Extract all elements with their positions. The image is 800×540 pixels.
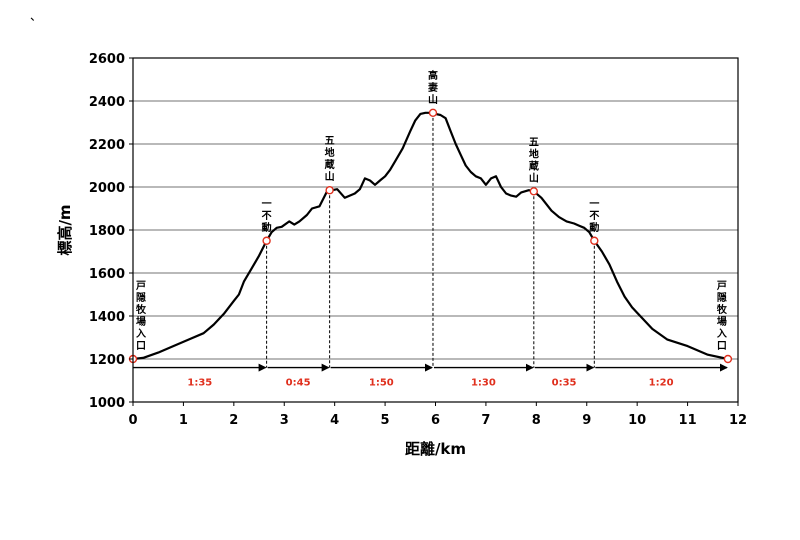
y-tick-label: 1600	[89, 267, 125, 282]
y-axis-title: 標高/m	[56, 204, 74, 255]
x-tick-label: 11	[679, 413, 697, 428]
waypoint-marker	[262, 236, 271, 245]
x-tick-label: 9	[582, 413, 591, 428]
segment-time-label: 1:35	[187, 378, 212, 389]
y-tick-label: 1200	[89, 353, 125, 368]
segment-time-label: 1:30	[471, 378, 496, 389]
x-tick-label: 7	[481, 413, 490, 428]
x-tick-label: 0	[128, 413, 137, 428]
x-tick-label: 8	[532, 413, 541, 428]
waypoint-marker	[723, 354, 733, 364]
waypoint-label: 五地蔵山	[325, 135, 335, 183]
segment-time-label: 0:35	[552, 378, 577, 389]
y-tick-label: 2200	[89, 138, 125, 153]
waypoint-label: 高妻山	[428, 69, 438, 106]
y-tick-label: 1000	[89, 396, 125, 411]
x-tick-label: 12	[729, 413, 747, 428]
x-tick-label: 4	[330, 413, 339, 428]
segment-time-arrows: 1:35 0:45 1:50 1:30 0:35 1:20	[133, 363, 728, 389]
x-tick-label: 2	[229, 413, 238, 428]
segment-time-label: 1:50	[369, 378, 394, 389]
waypoint-label: 一不動	[262, 199, 272, 234]
waypoint-marker	[529, 187, 539, 196]
elevation-line	[132, 111, 729, 361]
waypoint-marker	[590, 236, 599, 245]
x-tick-label: 3	[280, 413, 289, 428]
x-tick-label: 6	[431, 413, 440, 428]
marker-guide-lines	[266, 117, 595, 368]
waypoint-label: 一不動	[589, 199, 599, 234]
waypoint-label: 戸隠牧場入口	[717, 280, 728, 352]
y-tick-label: 2600	[89, 52, 125, 67]
segment-time-label: 0:45	[286, 378, 311, 389]
waypoint-marker	[325, 186, 334, 195]
y-axis-ticks: 1000 1200 1400 1600 1800 2000 2200 2400 2600	[89, 52, 133, 411]
waypoint-markers	[128, 108, 733, 364]
waypoint-marker	[428, 108, 438, 118]
y-tick-label: 2000	[89, 181, 125, 196]
y-tick-label: 1400	[89, 310, 125, 325]
grid-lines	[133, 100, 738, 360]
waypoint-label: 戸隠牧場入口	[136, 280, 147, 352]
y-tick-label: 2400	[89, 95, 125, 110]
x-tick-label: 10	[628, 413, 646, 428]
x-axis-title: 距離/km	[405, 440, 466, 458]
x-axis-ticks: 0 1 2 3 4 5 6 7 8 9 10 11 12	[128, 402, 747, 428]
waypoint-label: 五地蔵山	[529, 136, 539, 184]
x-tick-label: 5	[381, 413, 390, 428]
y-tick-label: 1800	[89, 224, 125, 239]
corner-mark: 、	[30, 9, 42, 23]
x-tick-label: 1	[179, 413, 188, 428]
segment-time-label: 1:20	[649, 378, 674, 389]
